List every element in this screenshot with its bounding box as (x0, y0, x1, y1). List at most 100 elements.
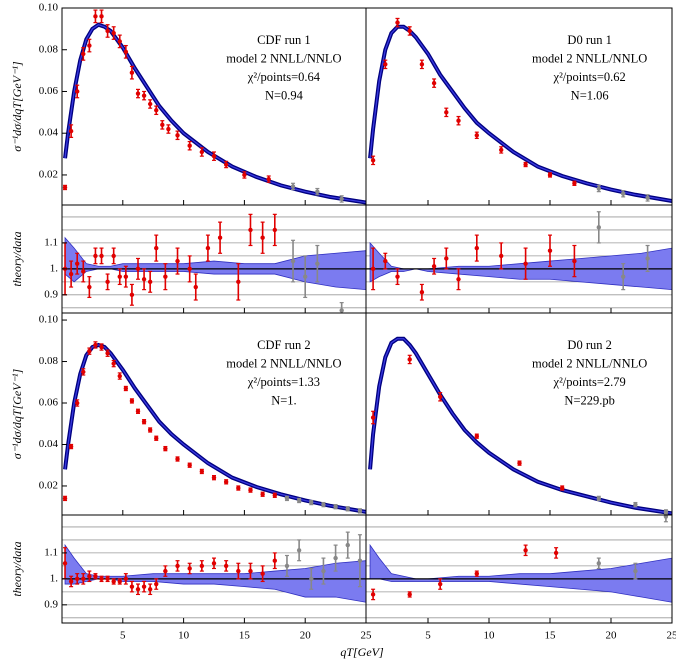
data-point (193, 284, 198, 290)
data-point (175, 133, 180, 138)
data-point (166, 126, 171, 132)
data-point (117, 39, 122, 44)
data-point (345, 542, 350, 548)
theory-curve-inner (369, 26, 672, 202)
panel (62, 213, 366, 313)
data-point (81, 576, 86, 582)
data-point (163, 274, 168, 279)
data-point (236, 279, 241, 285)
data-point (474, 133, 479, 138)
panel (366, 211, 672, 309)
data-point (284, 563, 290, 569)
y-tick-label: 0.9 (44, 598, 58, 610)
data-point (111, 253, 116, 259)
annotation: D0 run 2 (567, 338, 611, 352)
x-tick-label: 15 (239, 630, 251, 642)
data-point (175, 258, 180, 264)
data-point (499, 147, 504, 153)
data-point (248, 487, 253, 493)
annotation: χ²/points=1.33 (247, 375, 320, 389)
annotation: model 2 NNLL/NNLO (226, 356, 341, 370)
data-point (211, 561, 217, 566)
uncertainty-band (64, 543, 366, 603)
data-point (272, 493, 277, 498)
data-point (523, 162, 528, 167)
theory-curve-inner (64, 344, 366, 513)
data-point (370, 592, 376, 597)
data-point (81, 369, 86, 375)
data-point (272, 558, 277, 563)
data-point (553, 550, 559, 556)
data-point (315, 261, 320, 266)
data-point (309, 500, 314, 505)
data-point (141, 584, 147, 589)
data-point (272, 227, 277, 233)
data-point (99, 344, 104, 350)
panel-frame (365, 312, 673, 516)
annotation: D0 run 1 (567, 33, 611, 47)
data-point (370, 158, 376, 163)
x-tick-label: 10 (484, 630, 496, 642)
data-point (303, 274, 308, 279)
data-point (123, 386, 129, 391)
data-point (199, 469, 205, 474)
data-point (284, 496, 290, 501)
x-tick-label: 15 (545, 630, 557, 642)
data-point (523, 548, 528, 553)
data-point (621, 191, 626, 196)
y-tick-label: 0.04 (39, 438, 59, 450)
y-tick-label: 0.02 (39, 168, 58, 180)
annotation: N=1. (271, 393, 296, 407)
data-point (370, 415, 376, 420)
data-point (596, 225, 601, 230)
data-point (395, 20, 400, 25)
data-point (315, 189, 320, 194)
y-tick-label: 0.10 (39, 314, 59, 326)
data-point (111, 30, 116, 36)
panel-frame (365, 514, 673, 624)
x-tick-label: 5 (425, 630, 431, 642)
data-point (339, 196, 344, 202)
y-axis-label: σ⁻¹dσ/dqT[GeV⁻¹] (10, 61, 24, 152)
data-point (248, 227, 253, 233)
data-point (105, 279, 110, 285)
data-point (111, 579, 116, 584)
uncertainty-band (369, 241, 672, 291)
data-point (383, 62, 388, 67)
data-point (62, 496, 68, 501)
data-point (236, 485, 241, 491)
annotation: model 2 NNLL/NNLO (226, 51, 341, 65)
x-tick-label: 10 (178, 630, 190, 642)
annotation: CDF run 2 (257, 338, 310, 352)
data-point (163, 568, 168, 574)
data-point (321, 502, 326, 507)
data-point (62, 185, 68, 190)
data-point (547, 248, 553, 253)
data-point (135, 409, 141, 414)
panel (366, 515, 672, 619)
y-tick-label: 0.08 (39, 355, 59, 367)
x-tick-label: 20 (300, 630, 312, 642)
panel (368, 336, 672, 515)
data-point (187, 566, 192, 571)
data-point (117, 274, 122, 279)
data-point (474, 571, 479, 576)
data-point (147, 587, 153, 592)
data-point (260, 571, 265, 576)
data-point (68, 444, 74, 449)
data-point (419, 290, 425, 295)
y-tick-label: 1. (50, 572, 59, 584)
data-point (248, 568, 253, 574)
data-point (333, 504, 338, 509)
data-point (147, 279, 153, 285)
data-point (419, 62, 425, 67)
data-point (444, 256, 449, 261)
data-point (154, 436, 159, 441)
data-point (431, 80, 437, 86)
annotation: χ²/points=0.64 (247, 70, 321, 84)
data-point (596, 561, 601, 566)
data-point (75, 261, 80, 266)
data-point (81, 51, 86, 57)
data-point (260, 235, 265, 240)
